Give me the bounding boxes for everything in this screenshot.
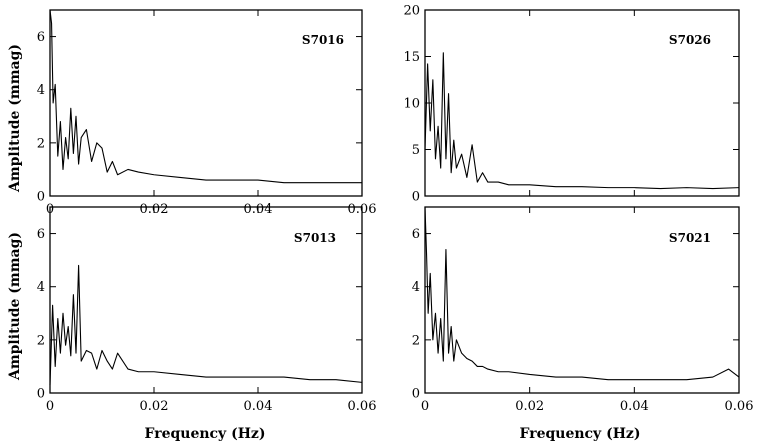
amplitude-spectrum-line xyxy=(424,206,740,381)
y-tick-labels: 0 2 4 6 xyxy=(412,227,420,401)
star-label: S7026 xyxy=(669,33,711,47)
y-tick-label: 0 xyxy=(412,387,420,402)
y-tick-label: 2 xyxy=(37,333,45,348)
x-tick-label: 0.04 xyxy=(620,399,649,414)
x-tick-label: 0.06 xyxy=(725,399,754,414)
y-tick-labels: 0 2 4 6 xyxy=(37,227,45,401)
x-tick-label: 0 xyxy=(46,399,54,414)
amplitude-spectrum-line xyxy=(49,264,363,386)
panel-bottom-left: 0 0.02 0.04 0.06 0 2 4 6 S7013 xyxy=(37,206,377,414)
amplitude-spectrum-line xyxy=(424,52,740,190)
star-label: S7021 xyxy=(669,231,711,245)
y-tick-label: 0 xyxy=(37,190,45,205)
y-tick-label: 2 xyxy=(412,333,420,348)
panel-top-left: 0 0.02 0.04 0.06 0 2 4 6 S7016 xyxy=(37,9,377,217)
y-tick-label: 2 xyxy=(37,136,45,151)
y-tick-label: 4 xyxy=(412,280,420,295)
x-tick-labels: 0 0.02 0.04 0.06 xyxy=(46,399,377,414)
amplitude-spectrum-line xyxy=(49,9,362,184)
axis-ticks xyxy=(49,207,363,394)
y-tick-label: 20 xyxy=(403,4,420,19)
y-axis-title-top: Amplitude (mmag) xyxy=(7,44,23,193)
y-tick-labels: 0 2 4 6 xyxy=(37,30,45,204)
x-axis-title-left: Frequency (Hz) xyxy=(145,426,266,442)
y-tick-label: 0 xyxy=(37,387,45,402)
x-tick-label: 0.02 xyxy=(515,399,544,414)
y-tick-label: 5 xyxy=(412,143,420,158)
x-tick-label: 0.02 xyxy=(140,399,169,414)
panel-bottom-right: 0 0.02 0.04 0.06 0 2 4 6 S7021 xyxy=(412,206,754,414)
y-tick-label: 15 xyxy=(403,50,420,65)
x-tick-label: 0.06 xyxy=(348,399,377,414)
y-tick-label: 4 xyxy=(37,83,45,98)
y-tick-labels: 0 5 10 15 20 xyxy=(403,4,420,205)
star-label: S7016 xyxy=(302,33,344,47)
y-tick-label: 6 xyxy=(37,227,45,242)
star-label: S7013 xyxy=(294,231,336,245)
y-tick-label: 4 xyxy=(37,280,45,295)
panel-top-right: 0 5 10 15 20 S7026 xyxy=(403,4,740,205)
y-tick-label: 6 xyxy=(412,227,420,242)
y-axis-title-bottom: Amplitude (mmag) xyxy=(7,232,23,381)
y-tick-label: 0 xyxy=(412,190,420,205)
x-tick-labels: 0 0.02 0.04 0.06 xyxy=(421,399,754,414)
x-axis-title-right: Frequency (Hz) xyxy=(520,426,641,442)
x-tick-label: 0 xyxy=(421,399,429,414)
y-tick-label: 10 xyxy=(403,97,420,112)
y-tick-label: 6 xyxy=(37,30,45,45)
plot-frame xyxy=(49,206,363,394)
axis-ticks xyxy=(424,9,740,197)
plot-frame xyxy=(49,9,363,197)
x-tick-labels: 0 0.02 0.04 0.06 xyxy=(46,202,377,217)
plot-frame xyxy=(424,206,740,394)
x-tick-label: 0.04 xyxy=(244,399,273,414)
